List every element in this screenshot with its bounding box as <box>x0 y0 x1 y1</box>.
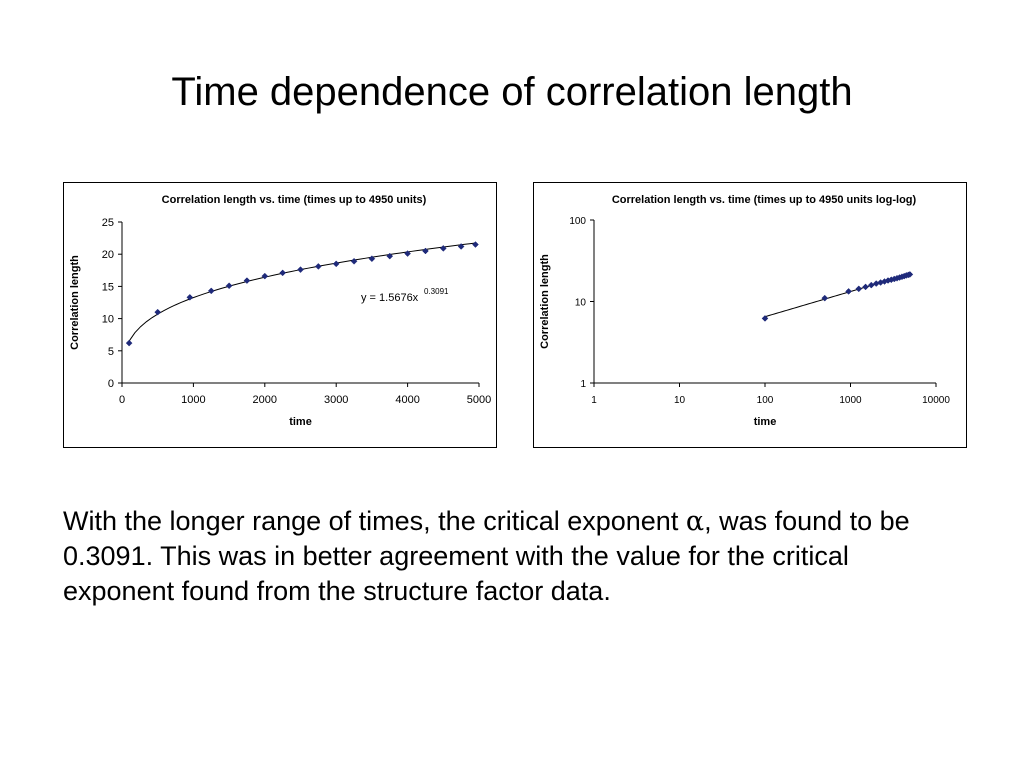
x-tick-label: 1 <box>591 395 597 406</box>
chart-title: Correlation length vs. time (times up to… <box>612 194 917 206</box>
y-axis-label: Correlation length <box>69 255 81 350</box>
x-tick-label: 0 <box>119 394 125 406</box>
data-point <box>314 263 322 270</box>
slide-title: Time dependence of correlation length <box>171 70 853 114</box>
y-tick-label: 5 <box>108 346 114 358</box>
trendline-equation: y = 1.5676x <box>361 292 419 304</box>
chart-linear: Correlation length vs. time (times up to… <box>63 182 497 448</box>
y-tick-label: 25 <box>102 217 114 229</box>
data-point <box>457 243 465 250</box>
body-text-part1: With the longer range of times, the crit… <box>63 506 686 536</box>
data-point <box>225 282 233 290</box>
data-point <box>906 271 914 278</box>
trendline-exponent: 0.3091 <box>424 287 449 296</box>
y-tick-label: 100 <box>569 216 586 227</box>
data-point <box>845 288 852 295</box>
y-tick-label: 1 <box>580 379 586 390</box>
data-point <box>243 277 251 284</box>
data-point <box>422 247 429 255</box>
x-tick-label: 10 <box>674 395 686 406</box>
chart-log-log: Correlation length vs. time (times up to… <box>533 182 967 448</box>
chart-linear-svg: Correlation length vs. time (times up to… <box>69 194 491 428</box>
data-point <box>821 294 829 302</box>
alpha-symbol: α <box>685 506 705 537</box>
data-point <box>154 308 162 316</box>
data-point <box>472 241 479 248</box>
x-tick-label: 2000 <box>253 394 277 406</box>
y-tick-label: 10 <box>102 314 114 326</box>
data-point <box>186 293 194 301</box>
data-point <box>404 250 411 257</box>
data-point <box>350 257 358 265</box>
data-point <box>368 255 376 263</box>
body-paragraph: With the longer range of times, the crit… <box>63 504 963 609</box>
data-point <box>862 283 869 291</box>
data-point <box>207 287 215 295</box>
y-tick-label: 10 <box>575 298 587 309</box>
x-axis-label: time <box>289 416 312 428</box>
x-tick-label: 10000 <box>922 395 950 406</box>
y-axis-label: Correlation length <box>539 254 551 349</box>
y-tick-label: 20 <box>102 249 114 261</box>
data-point <box>261 272 269 280</box>
x-axis-label: time <box>754 416 777 428</box>
data-point <box>439 245 447 252</box>
data-point <box>855 285 863 293</box>
chart-log-log-svg: Correlation length vs. time (times up to… <box>539 194 950 428</box>
data-point <box>297 266 304 274</box>
data-point <box>867 281 875 289</box>
data-point <box>279 269 287 277</box>
x-tick-label: 100 <box>757 395 774 406</box>
x-tick-label: 4000 <box>395 394 419 406</box>
y-tick-label: 0 <box>108 378 114 390</box>
data-point <box>386 252 394 260</box>
data-point <box>332 260 340 268</box>
x-tick-label: 1000 <box>181 394 205 406</box>
x-tick-label: 3000 <box>324 394 348 406</box>
x-tick-label: 5000 <box>467 394 491 406</box>
x-tick-label: 1000 <box>839 395 862 406</box>
data-point <box>761 315 769 322</box>
body-text-part2: , was found to be 0.3091. This was in be… <box>63 506 910 607</box>
chart-title: Correlation length vs. time (times up to… <box>162 194 427 206</box>
data-point <box>125 339 133 347</box>
y-tick-label: 15 <box>102 281 114 293</box>
